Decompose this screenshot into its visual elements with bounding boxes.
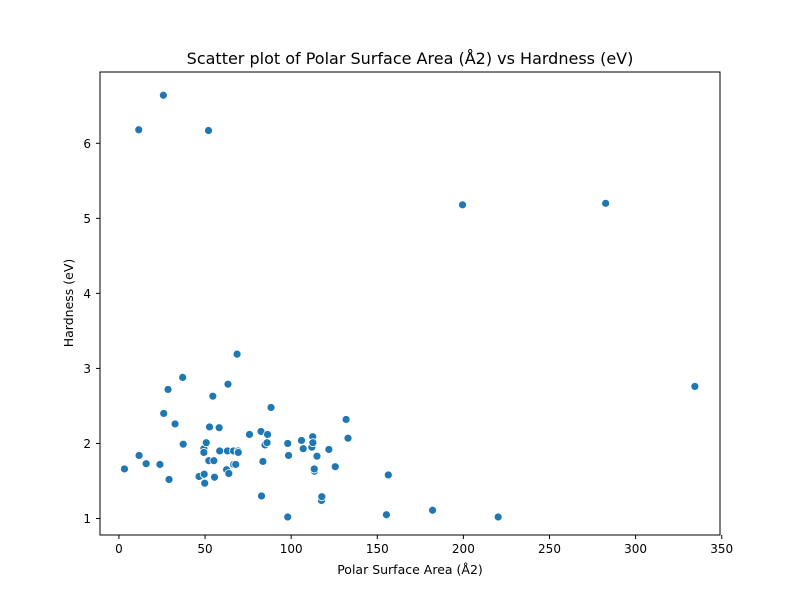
scatter-point bbox=[224, 469, 234, 478]
scatter-point bbox=[309, 464, 319, 474]
scatter-point bbox=[382, 510, 391, 520]
scatter-point bbox=[199, 448, 209, 457]
scatter-point bbox=[298, 444, 308, 454]
scatter-point bbox=[343, 433, 353, 443]
y-axis-ticks: 1 2 3 4 5 6 bbox=[83, 137, 100, 526]
scatter-point bbox=[262, 438, 272, 448]
scatter-point bbox=[215, 446, 225, 456]
scatter-point bbox=[330, 462, 340, 472]
scatter-point bbox=[214, 423, 224, 433]
scatter-point bbox=[263, 430, 272, 439]
scatter-point bbox=[458, 200, 467, 210]
scatter-point bbox=[158, 90, 168, 100]
x-tick-label: 0 bbox=[115, 542, 123, 556]
scatter-point bbox=[231, 460, 241, 469]
scatter-point bbox=[201, 438, 211, 448]
scatter-point bbox=[155, 460, 165, 469]
scatter-point bbox=[223, 379, 233, 389]
y-tick-label: 1 bbox=[83, 512, 91, 526]
points-layer bbox=[120, 90, 700, 522]
scatter-point bbox=[134, 125, 144, 135]
scatter-point bbox=[233, 448, 243, 457]
scatter-point bbox=[170, 419, 180, 429]
x-tick-label: 200 bbox=[452, 542, 475, 556]
scatter-point bbox=[164, 475, 174, 484]
scatter-point bbox=[199, 469, 209, 479]
scatter-point bbox=[690, 382, 700, 391]
scatter-point bbox=[141, 459, 151, 469]
scatter-point bbox=[163, 385, 173, 394]
scatter-point bbox=[120, 464, 129, 474]
scatter-point bbox=[601, 198, 611, 208]
scatter-point bbox=[283, 439, 293, 448]
x-axis-label: Polar Surface Area (Å2) bbox=[337, 562, 483, 577]
scatter-point bbox=[245, 430, 254, 439]
scatter-point bbox=[134, 451, 144, 460]
plot-frame bbox=[99, 71, 721, 536]
scatter-point bbox=[178, 439, 188, 449]
scatter-point bbox=[317, 492, 327, 502]
scatter-point bbox=[210, 472, 219, 482]
y-tick-label: 4 bbox=[83, 287, 91, 301]
x-tick-label: 300 bbox=[624, 542, 647, 556]
y-tick-label: 5 bbox=[83, 212, 91, 226]
x-tick-label: 250 bbox=[538, 542, 561, 556]
chart-title: Scatter plot of Polar Surface Area (Å2) … bbox=[187, 49, 634, 68]
y-tick-label: 6 bbox=[83, 137, 91, 151]
scatter-point bbox=[297, 436, 306, 445]
scatter-point bbox=[208, 391, 218, 401]
scatter-point bbox=[205, 422, 214, 432]
x-tick-label: 150 bbox=[366, 542, 389, 556]
x-tick-label: 50 bbox=[197, 542, 212, 556]
scatter-point bbox=[232, 349, 242, 359]
scatter-point bbox=[209, 456, 219, 466]
scatter-point bbox=[159, 409, 169, 418]
scatter-point bbox=[308, 438, 318, 448]
x-axis-ticks: 0 50 100 150 200 250 300 350 bbox=[115, 535, 733, 556]
scatter-point bbox=[312, 451, 322, 461]
scatter-point bbox=[178, 373, 188, 382]
scatter-point bbox=[258, 457, 268, 466]
scatter-point bbox=[341, 415, 351, 424]
scatter-point bbox=[428, 505, 437, 515]
scatter-point bbox=[283, 512, 293, 522]
scatter-point bbox=[383, 470, 393, 480]
x-tick-label: 100 bbox=[280, 542, 303, 556]
scatter-point bbox=[204, 126, 213, 135]
y-axis-label: Hardness (eV) bbox=[61, 259, 76, 348]
y-tick-label: 2 bbox=[83, 437, 91, 451]
scatter-point bbox=[284, 451, 293, 460]
scatter-point bbox=[257, 491, 266, 501]
scatter-point bbox=[493, 512, 503, 522]
scatter-point bbox=[266, 403, 276, 412]
scatter-point bbox=[324, 445, 334, 454]
x-tick-label: 350 bbox=[710, 542, 733, 556]
scatter-point bbox=[200, 478, 210, 488]
y-tick-label: 3 bbox=[83, 362, 91, 376]
